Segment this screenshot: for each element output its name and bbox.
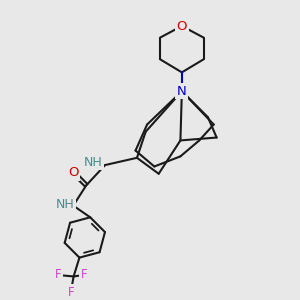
- Text: F: F: [68, 286, 74, 299]
- Text: N: N: [177, 85, 187, 98]
- Text: F: F: [80, 268, 87, 281]
- Text: O: O: [177, 20, 187, 32]
- Text: F: F: [54, 268, 61, 281]
- Text: NH: NH: [56, 198, 75, 211]
- Text: O: O: [68, 166, 79, 179]
- Text: NH: NH: [83, 156, 102, 169]
